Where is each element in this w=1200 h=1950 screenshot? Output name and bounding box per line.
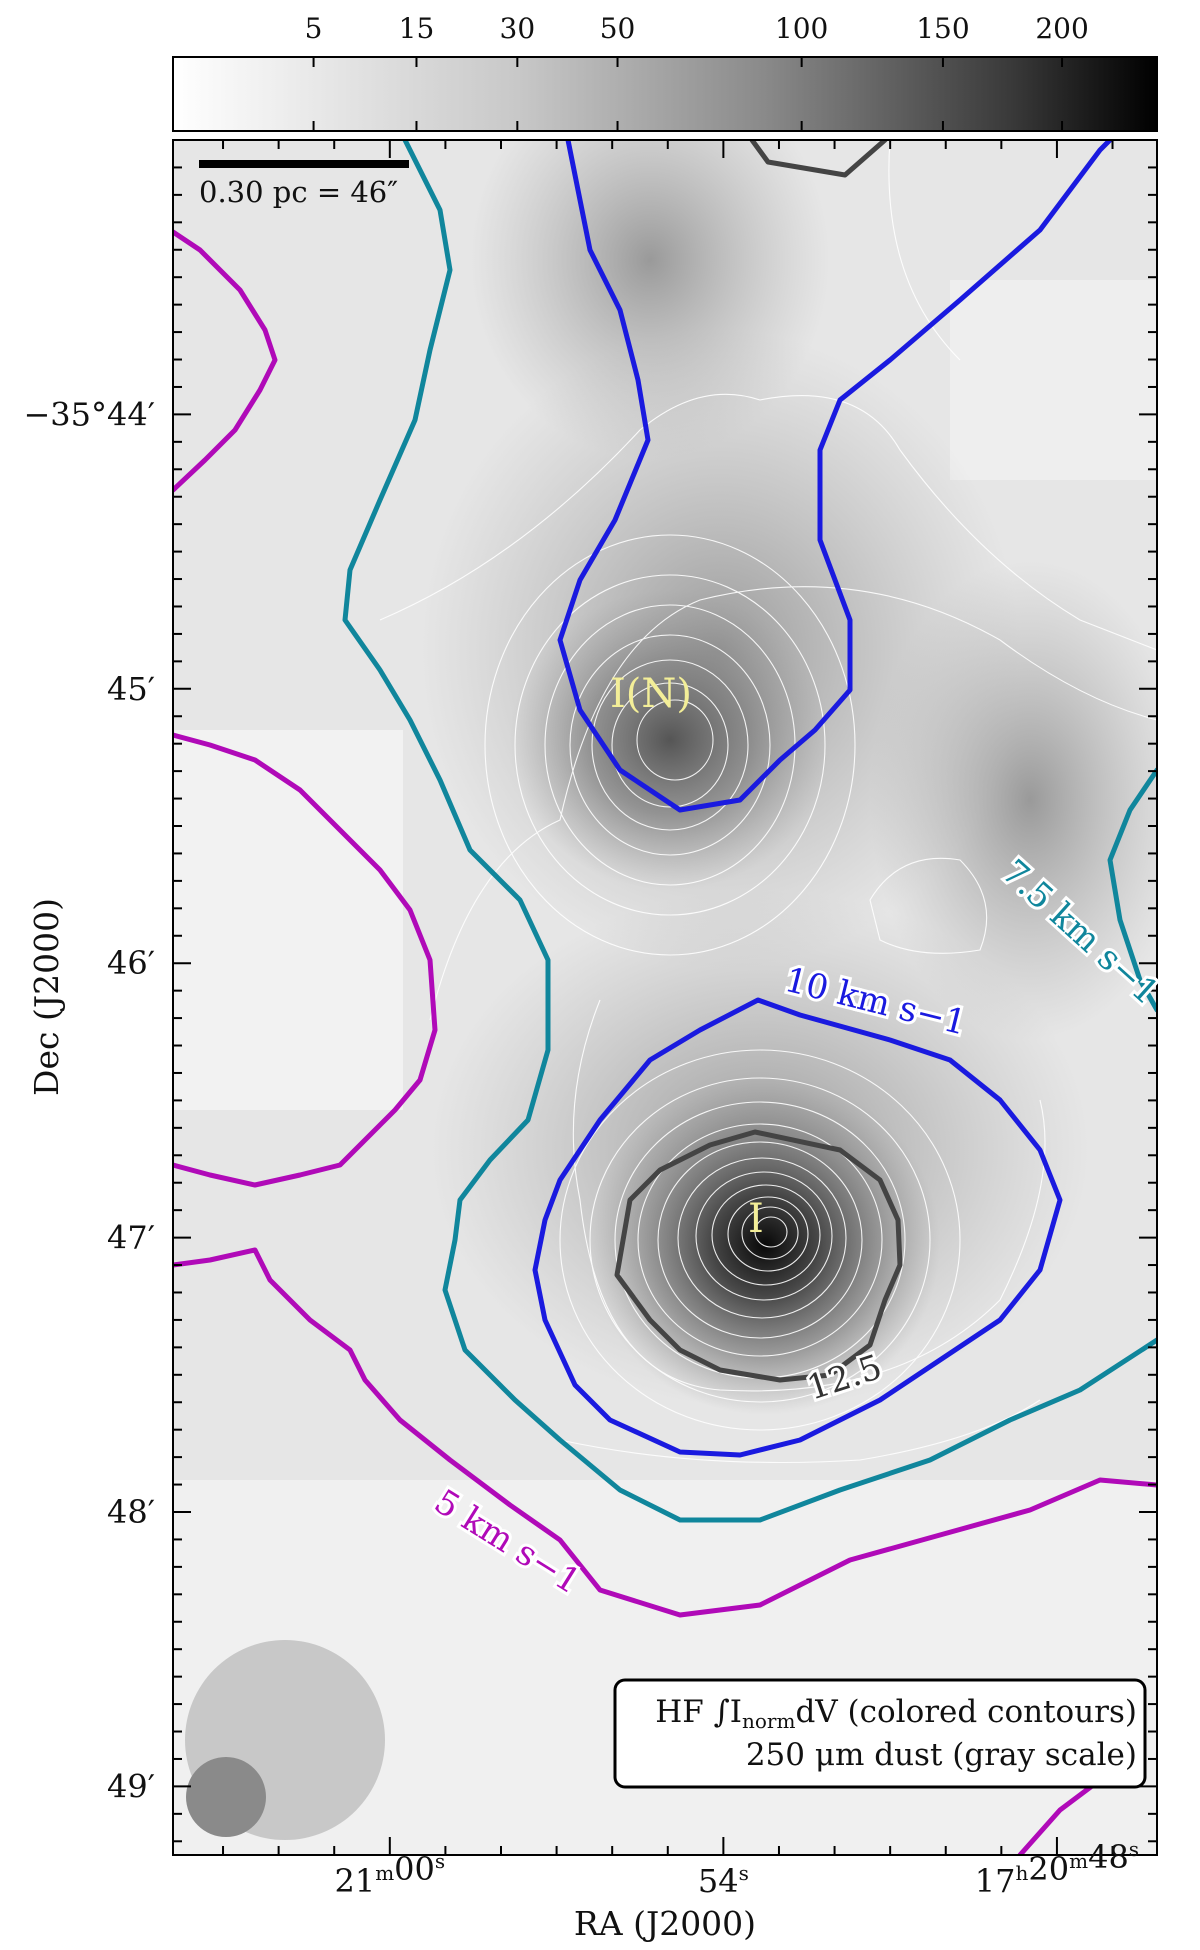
x-axis-label: RA (J2000) [574,1904,756,1943]
scale-bar: 0.30 pc = 46″ [199,160,409,209]
colorbar-ticks: 5 15 30 50 100 150 200 [305,12,1089,131]
contour-10-kms [557,140,1113,813]
dust-core-main [590,1075,940,1415]
plot-frame [172,139,1158,1856]
source-label-north: I(N) [610,671,692,717]
contour-5-kms [173,732,438,1188]
legend-frame [613,1678,1147,1789]
dust-core-north [510,590,830,890]
x-tick-label: 17h20m48s [975,1837,1139,1900]
contour-12-5-kms [749,140,888,178]
scale-bar-label: 0.30 pc = 46″ [199,175,398,209]
colorbar-tick-label: 150 [916,12,969,45]
contour-5-kms [173,1247,1157,1618]
contour-7-5-kms [342,140,1157,1523]
colorbar-tick-label: 200 [1035,12,1088,45]
plot-area [173,140,1157,1855]
y-tick-label: 49′ [107,1767,155,1805]
x-tick-label: 54s [698,1861,749,1900]
y-axis-label: Dec (J2000) [27,898,66,1096]
y-tick-label: 48′ [107,1493,155,1531]
colorbar-tick-label: 15 [399,12,435,45]
y-tick-label: 45′ [107,670,155,708]
y-tick-label: −35°44′ [23,395,155,433]
colorbar-tick-label: 30 [500,12,536,45]
x-tick-label: 21m00s [334,1849,445,1900]
y-tick-label: 46′ [107,944,155,982]
x-tick-labels: 21m00s 54s 17h20m48s [334,1837,1139,1900]
legend-line-2: 250 μm dust (gray scale) [746,1737,1137,1773]
colorbar-tick-label: 50 [600,12,636,45]
light-patch [950,280,1157,480]
colorbar: 5 15 30 50 100 150 200 [172,12,1158,132]
scale-bar-line [199,160,409,168]
contour-7-5-kms [1107,767,1157,1013]
contour-12-5-kms [614,1129,903,1383]
colorbar-ramp [172,56,1158,132]
small-beam [186,1757,266,1837]
contour-5-kms [173,229,278,493]
source-label-main: I [748,1196,764,1242]
light-patch [173,730,403,1110]
dust-filament [470,140,830,460]
contour-10-kms [532,997,1063,1458]
y-tick-labels: −35°44′ 45′ 46′ 47′ 48′ 49′ [23,395,155,1805]
colored-contours [173,140,1157,1855]
colorbar-tick-label: 5 [305,12,323,45]
dust-filament [870,560,1157,1040]
legend-line-1: HF ∫InormdV (colored contours) [655,1694,1137,1733]
svg-text:Dec (J2000): Dec (J2000) [27,898,66,1096]
colorbar-tick-label: 100 [775,12,828,45]
y-tick-label: 47′ [107,1219,155,1257]
axis-ticks [173,139,1157,1855]
legend-box: HF ∫InormdV (colored contours) 250 μm du… [613,1678,1147,1789]
